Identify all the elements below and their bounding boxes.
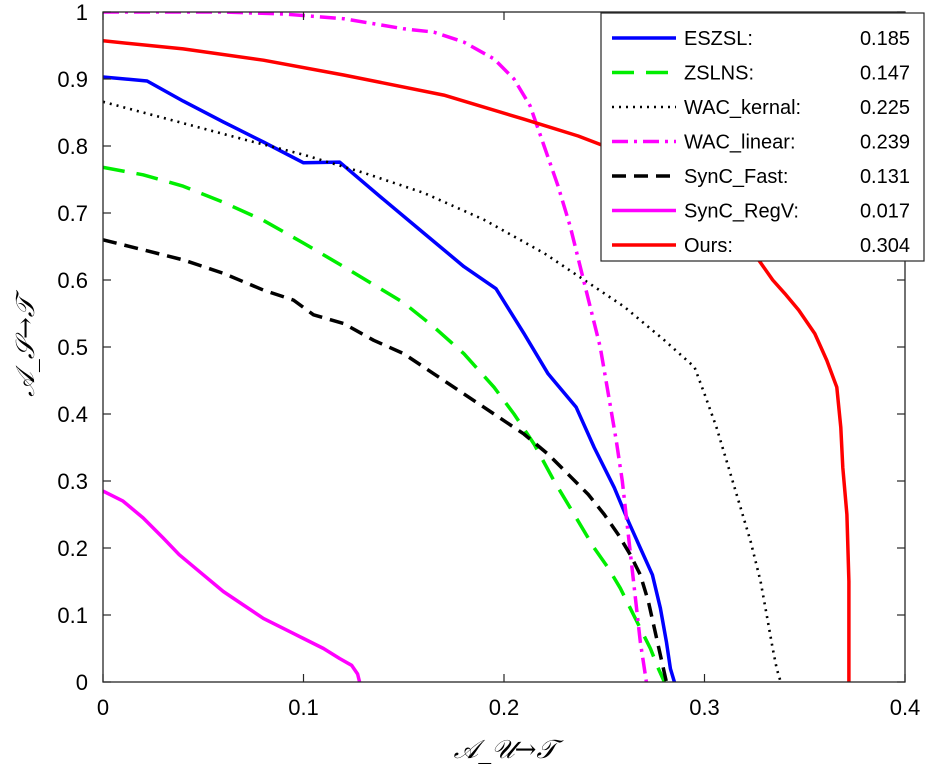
y-tick-label: 0.6 bbox=[57, 268, 88, 293]
series-line-3 bbox=[103, 100, 782, 682]
series-line-5 bbox=[103, 238, 669, 682]
y-tick-label: 0.9 bbox=[57, 67, 88, 92]
series-line-1 bbox=[103, 75, 677, 682]
y-tick-label: 0.5 bbox=[57, 335, 88, 360]
x-tick-label: 0.2 bbox=[489, 695, 520, 720]
legend-score: 0.304 bbox=[860, 235, 910, 257]
x-tick-label: 0.1 bbox=[288, 695, 319, 720]
y-tick-label: 0.8 bbox=[57, 134, 88, 159]
legend-box bbox=[600, 12, 925, 262]
legend-score: 0.017 bbox=[860, 201, 910, 223]
x-axis-title: 𝒜_𝒰→𝒯 bbox=[454, 735, 565, 765]
y-tick-label: 0 bbox=[76, 670, 88, 695]
y-axis: 0 0.1 0.2 0.3 0.4 0.5 0.6 0.7 0.8 0.9 1 bbox=[57, 0, 905, 695]
legend-score: 0.239 bbox=[860, 132, 910, 154]
y-tick-label: 0.2 bbox=[57, 536, 88, 561]
legend-score: 0.147 bbox=[860, 63, 910, 85]
series-line-2 bbox=[103, 165, 666, 682]
y-tick-label: 0.4 bbox=[57, 402, 88, 427]
legend-label: Ours: bbox=[684, 235, 733, 257]
legend-label: ZSLNS: bbox=[684, 63, 754, 85]
legend-label: SynC_RegV: bbox=[684, 201, 799, 223]
legend-label: WAC_kernal: bbox=[684, 97, 801, 119]
x-tick-label: 0 bbox=[97, 695, 109, 720]
y-axis-title: 𝒜_𝒮→𝒯 bbox=[11, 289, 41, 397]
legend: ESZSL: 0.185 ZSLNS: 0.147 WAC_kernal: 0.225 WA… bbox=[600, 12, 925, 262]
series-line-4 bbox=[103, 12, 649, 682]
legend-label: WAC_linear: bbox=[684, 132, 796, 154]
legend-label: SynC_Fast: bbox=[684, 166, 788, 188]
x-axis: 0 0.1 0.2 0.3 0.4 bbox=[97, 12, 920, 720]
y-tick-label: 1 bbox=[76, 0, 88, 25]
y-tick-label: 0.1 bbox=[57, 603, 88, 628]
legend-label: ESZSL: bbox=[684, 28, 753, 50]
legend-score: 0.131 bbox=[860, 166, 910, 188]
series-line-6 bbox=[103, 489, 362, 682]
y-tick-label: 0.3 bbox=[57, 469, 88, 494]
x-tick-label: 0.3 bbox=[689, 695, 720, 720]
y-tick-label: 0.7 bbox=[57, 201, 88, 226]
legend-score: 0.185 bbox=[860, 28, 910, 50]
x-tick-label: 0.4 bbox=[890, 695, 921, 720]
legend-score: 0.225 bbox=[860, 97, 910, 119]
